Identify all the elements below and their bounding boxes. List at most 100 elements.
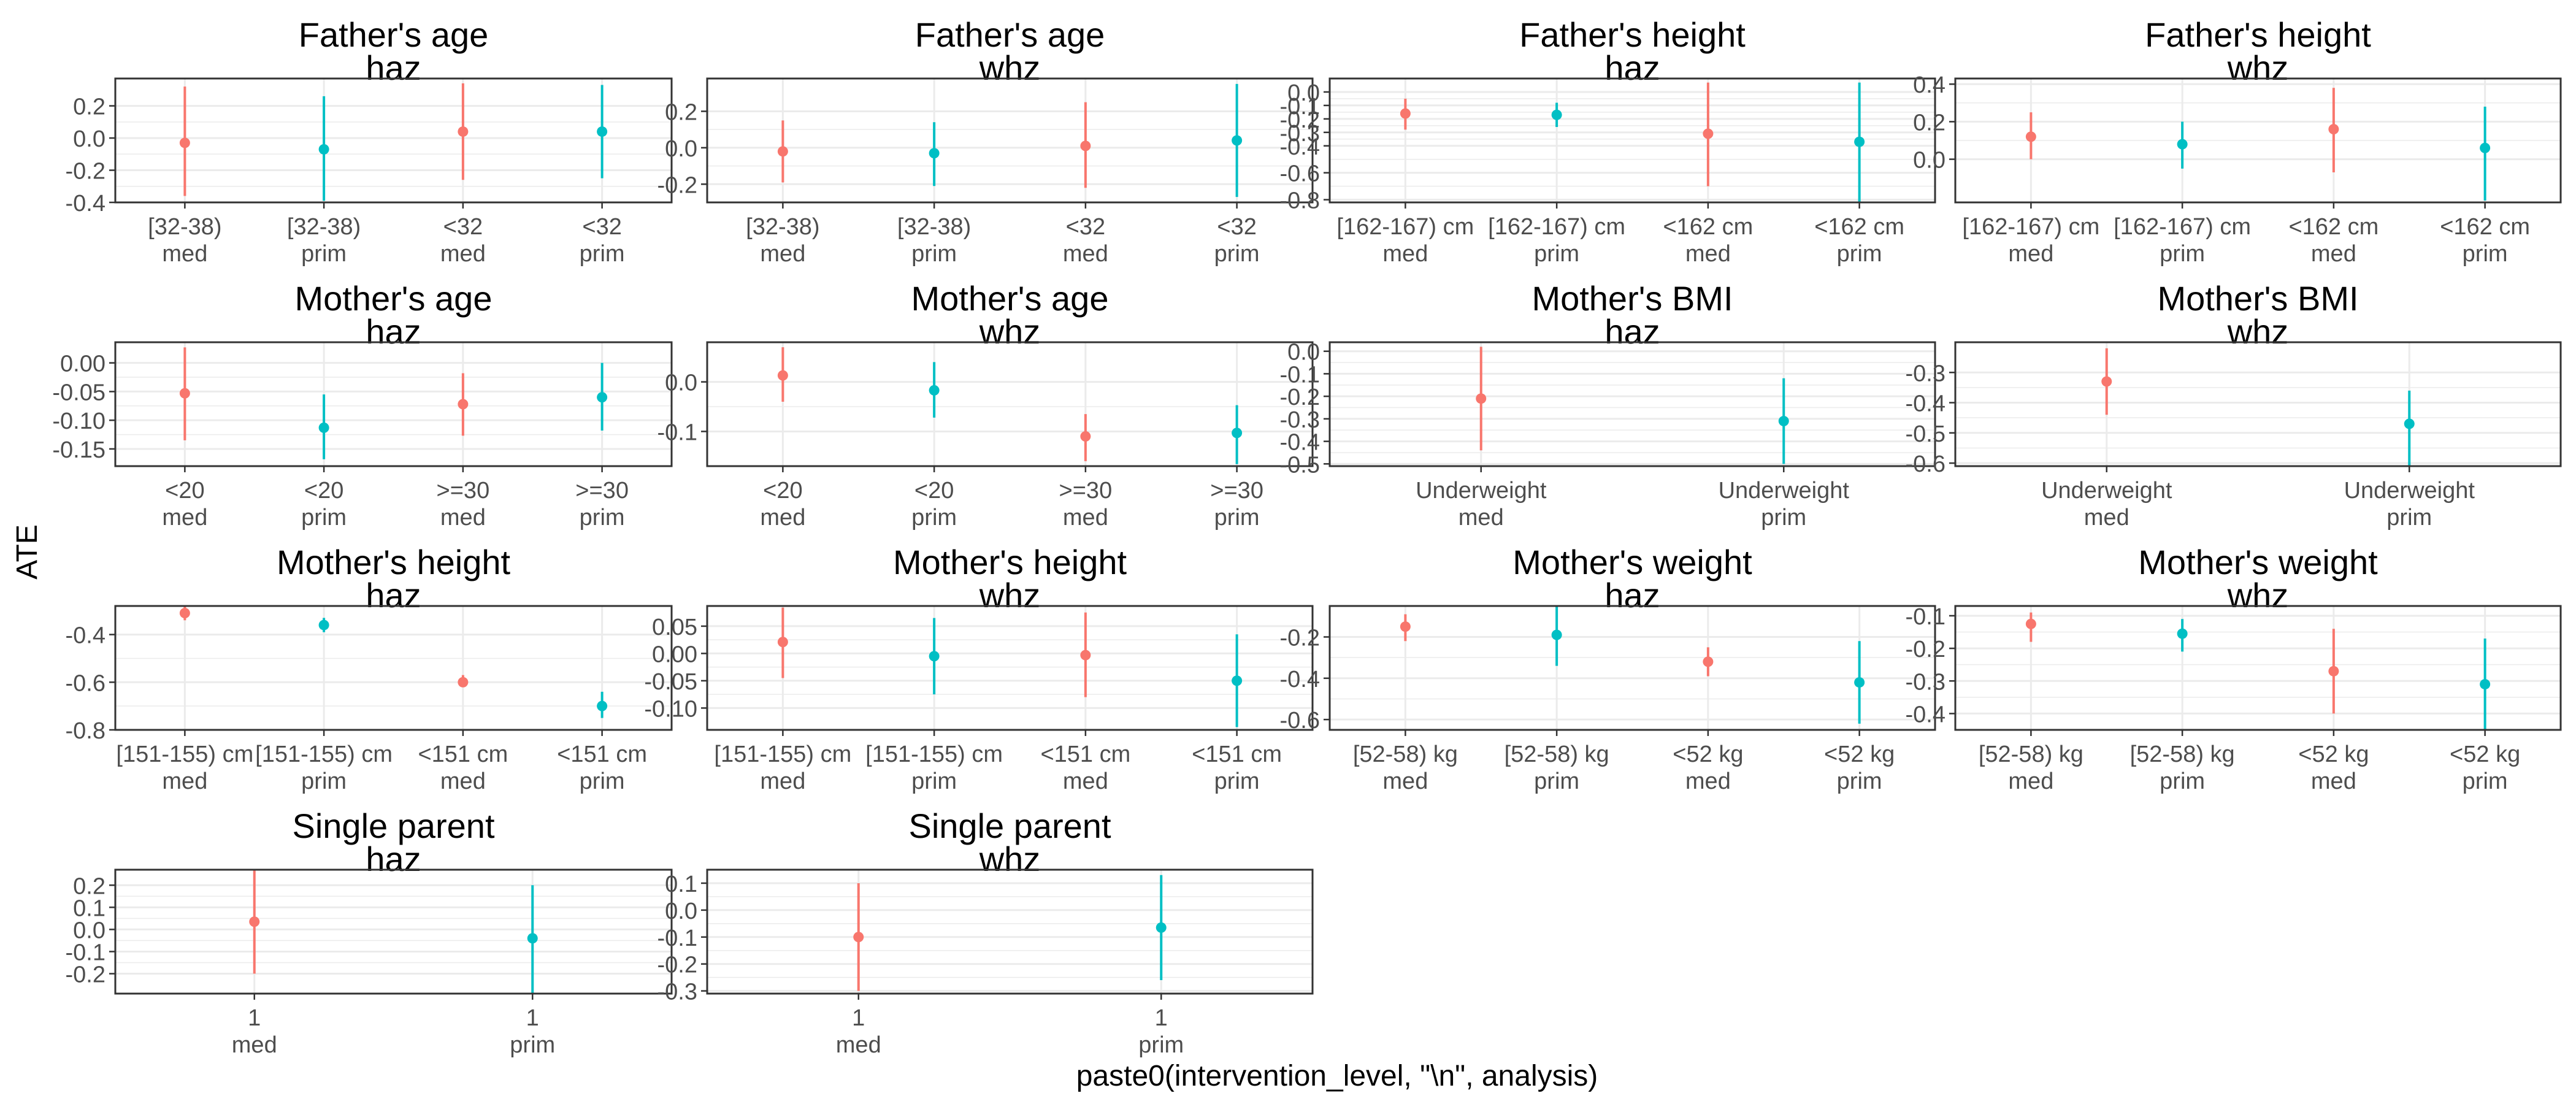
estimate-point [318,619,329,631]
estimate-point [929,651,940,662]
estimate-point [527,933,538,944]
panel-title: Mother's age [295,279,493,318]
x-tick-label: <162 cm [1663,214,1753,240]
estimate-point [2480,142,2491,153]
x-tick-label: prim [1214,505,1260,531]
x-tick-label: prim [510,1032,555,1058]
y-tick-label: 0.0 [1287,80,1320,106]
x-tick-label: 1 [852,1005,865,1031]
panel-border [114,341,673,467]
x-tick-label: prim [2386,505,2432,531]
y-tick-label: -0.5 [1906,421,1945,447]
panel-title: Father's age [299,15,489,54]
y-tick-label: -0.3 [1280,407,1320,433]
facet-panel: Father's agewhz-0.20.00.2[32-38)med[32-3… [657,15,1314,267]
estimate-point [777,370,788,381]
panel-border [1954,77,2562,204]
x-tick-label: prim [580,769,625,794]
x-tick-label: med [2311,241,2356,267]
panel-subtitle: whz [2227,576,2289,615]
x-axis-title: paste0(intervention_level, "\n", analysi… [1076,1060,1598,1092]
y-tick-label: -0.6 [1906,451,1945,477]
estimate-point [597,700,608,711]
estimate-point [1232,675,1243,686]
estimate-point [1703,128,1714,139]
x-tick-label: med [1382,769,1428,794]
panel-subtitle: whz [979,576,1041,615]
y-tick-label: 0.00 [652,642,697,667]
estimate-point [929,148,940,159]
estimate-point [597,126,608,137]
y-tick-label: 0.2 [1913,110,1945,136]
y-tick-label: -0.6 [66,670,105,696]
x-tick-label: <52 kg [1824,742,1895,767]
y-tick-label: -0.4 [66,191,105,217]
x-tick-label: prim [1534,769,1579,794]
x-tick-label: [151-155) cm [255,742,393,767]
x-tick-label: prim [2160,769,2205,794]
x-tick-label: >=30 [1210,478,1263,504]
x-tick-label: [32-38) [897,214,971,240]
y-tick-label: -0.1 [1906,604,1945,630]
x-tick-label: [52-58) kg [2130,742,2235,767]
estimate-point [1551,109,1562,120]
x-tick-label: <20 [763,478,802,504]
panel-subtitle: whz [979,312,1041,351]
y-tick-label: -0.15 [52,437,105,463]
y-tick-label: 0.2 [73,94,105,120]
x-tick-label: >=30 [575,478,629,504]
estimate-point [1156,922,1167,933]
estimate-point [1703,656,1714,667]
x-tick-label: med [1685,769,1731,794]
facet-panel: Father's agehaz-0.4-0.20.00.2[32-38)med[… [66,15,673,267]
estimate-point [2177,139,2188,150]
y-tick-label: -0.4 [1280,134,1320,160]
estimate-point [458,677,469,688]
x-tick-label: 1 [248,1005,261,1031]
panel-subtitle: whz [979,840,1041,878]
x-tick-label: <162 cm [2288,214,2379,240]
x-tick-label: med [440,505,486,531]
estimate-point [1854,136,1865,147]
y-tick-label: -0.1 [657,926,697,951]
x-tick-label: <20 [165,478,204,504]
x-tick-label: [162-167) cm [1336,214,1474,240]
estimate-point [597,392,608,403]
y-tick-label: -0.6 [1280,161,1320,187]
estimate-point [2404,418,2415,429]
y-tick-label: -0.10 [644,696,697,722]
y-tick-label: -0.1 [657,420,697,445]
panel-title: Mother's height [893,543,1127,581]
x-tick-label: prim [2463,769,2508,794]
x-tick-label: prim [2160,241,2205,267]
x-tick-label: [162-167) cm [2114,214,2251,240]
estimate-point [1400,621,1411,632]
x-tick-label: [151-155) cm [865,742,1003,767]
panel-subtitle: whz [979,48,1041,87]
x-tick-label: med [2311,769,2356,794]
estimate-point [1476,393,1487,404]
panel-border [706,605,1314,731]
facet-panel: Single parentwhz-0.3-0.2-0.10.00.11med1p… [657,807,1314,1058]
x-tick-label: med [1063,505,1108,531]
x-tick-label: [32-38) [746,214,819,240]
facet-panels: Father's agehaz-0.4-0.20.00.2[32-38)med[… [52,15,2562,1058]
estimate-point [1232,135,1243,146]
panel-border [114,605,673,731]
y-tick-label: 0.0 [665,899,697,924]
panel-border [1328,341,1936,467]
panel-border [1954,341,2562,467]
x-tick-label: Underweight [2041,478,2172,504]
panel-subtitle: whz [2227,312,2289,351]
x-tick-label: med [760,505,805,531]
x-tick-label: [52-58) kg [1505,742,1609,767]
x-tick-label: [162-167) cm [1488,214,1625,240]
y-tick-label: -0.6 [1280,708,1320,734]
x-tick-label: <32 [582,214,621,240]
x-tick-label: [32-38) [148,214,221,240]
y-tick-label: -0.5 [1280,452,1320,478]
